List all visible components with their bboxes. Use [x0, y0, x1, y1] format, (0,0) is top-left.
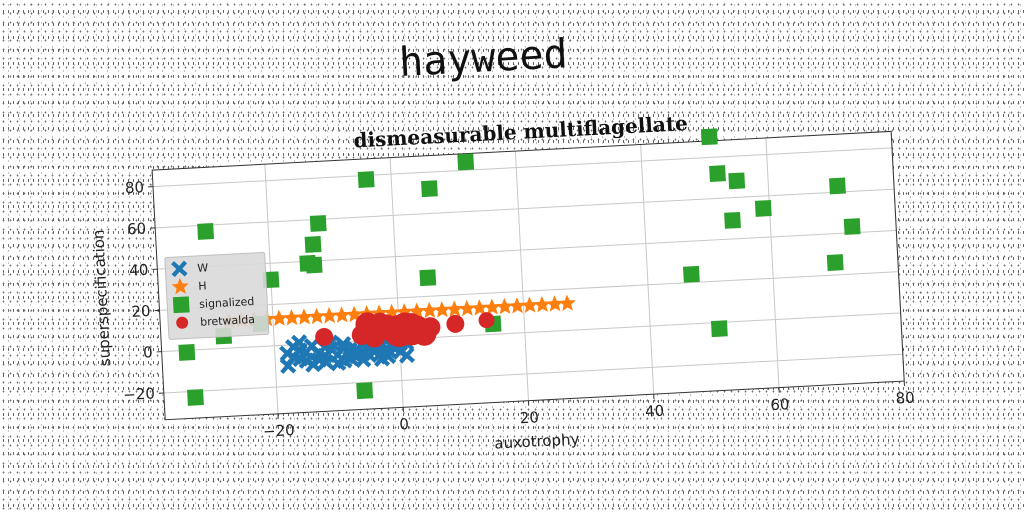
data-point [755, 200, 772, 217]
x-tick-label: 80 [895, 389, 915, 408]
y-tick-label: 40 [129, 261, 149, 280]
y-tick-label: 20 [131, 302, 151, 321]
data-point [178, 344, 195, 361]
x-tick-label: 40 [645, 402, 665, 421]
y-axis-label: superspecification [89, 229, 114, 367]
data-point [356, 382, 373, 399]
data-point [711, 320, 728, 337]
data-point [305, 236, 322, 253]
legend-label: W [197, 261, 209, 275]
data-point [683, 266, 700, 283]
y-tick-label: −20 [123, 384, 156, 404]
y-tick-label: 60 [127, 219, 147, 238]
data-point [419, 269, 436, 286]
x-tick-label: 20 [519, 408, 539, 427]
x-tick-label: 60 [770, 395, 790, 414]
data-point [187, 389, 204, 406]
figure-suptitle: hayweed [398, 31, 569, 86]
data-point [457, 154, 474, 171]
data-point [709, 165, 726, 182]
data-point [728, 172, 745, 189]
data-point [421, 180, 438, 197]
data-point [701, 128, 718, 145]
data-point [306, 257, 323, 274]
y-tick-label: 80 [124, 178, 144, 197]
data-point [197, 223, 214, 240]
data-point [358, 171, 375, 188]
legend-marker [173, 296, 190, 313]
chart-figure: −20 0 20 40 60 80 −20 0 20 40 60 80 dismeasurable mu… [49, 70, 928, 494]
data-point [844, 218, 861, 235]
x-tick-label: −20 [263, 421, 296, 441]
x-tick-label: 0 [399, 415, 409, 433]
data-point [827, 254, 844, 271]
data-point [829, 178, 846, 195]
y-tick-label: 0 [143, 343, 153, 361]
x-axis-label: auxotrophy [494, 430, 580, 452]
legend-label: H [198, 279, 207, 292]
data-point [724, 212, 741, 229]
data-point [310, 215, 327, 232]
